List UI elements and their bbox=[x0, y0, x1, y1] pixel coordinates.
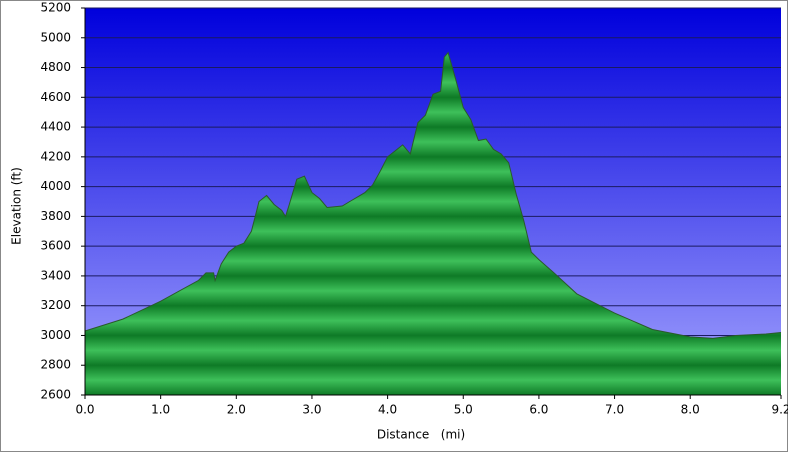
y-tick-label: 5000 bbox=[40, 30, 71, 44]
y-axis-title: Elevation (ft) bbox=[10, 167, 24, 245]
y-tick-label: 4000 bbox=[40, 179, 71, 193]
elevation-line bbox=[84, 51, 782, 339]
x-tick-label: 8.0 bbox=[681, 403, 700, 417]
y-tick-label: 4400 bbox=[40, 120, 71, 134]
y-tick-label: 3600 bbox=[40, 239, 71, 253]
y-tick-label: 4800 bbox=[40, 60, 71, 74]
x-tick-label: 9.2 bbox=[771, 403, 788, 417]
y-tick-label: 3800 bbox=[40, 209, 71, 223]
y-tick-label: 2800 bbox=[40, 358, 71, 372]
x-tick-label: 2.0 bbox=[227, 403, 246, 417]
y-tick-label: 4200 bbox=[40, 149, 71, 163]
x-tick-label: 6.0 bbox=[529, 403, 548, 417]
x-tick-label: 0.0 bbox=[75, 403, 94, 417]
y-tick-label: 3200 bbox=[40, 298, 71, 312]
y-tick-label: 2600 bbox=[40, 388, 71, 402]
x-tick-label: 1.0 bbox=[151, 403, 170, 417]
x-tick-label: 5.0 bbox=[454, 403, 473, 417]
y-tick-label: 4600 bbox=[40, 90, 71, 104]
y-tick-label: 3000 bbox=[40, 328, 71, 342]
x-tick-label: 7.0 bbox=[605, 403, 624, 417]
y-tick-label: 3400 bbox=[40, 268, 71, 282]
x-tick-label: 4.0 bbox=[378, 403, 397, 417]
y-tick-label: 5200 bbox=[40, 1, 71, 15]
x-tick-label: 3.0 bbox=[302, 403, 321, 417]
x-axis-title: Distance (mi) bbox=[377, 428, 465, 442]
